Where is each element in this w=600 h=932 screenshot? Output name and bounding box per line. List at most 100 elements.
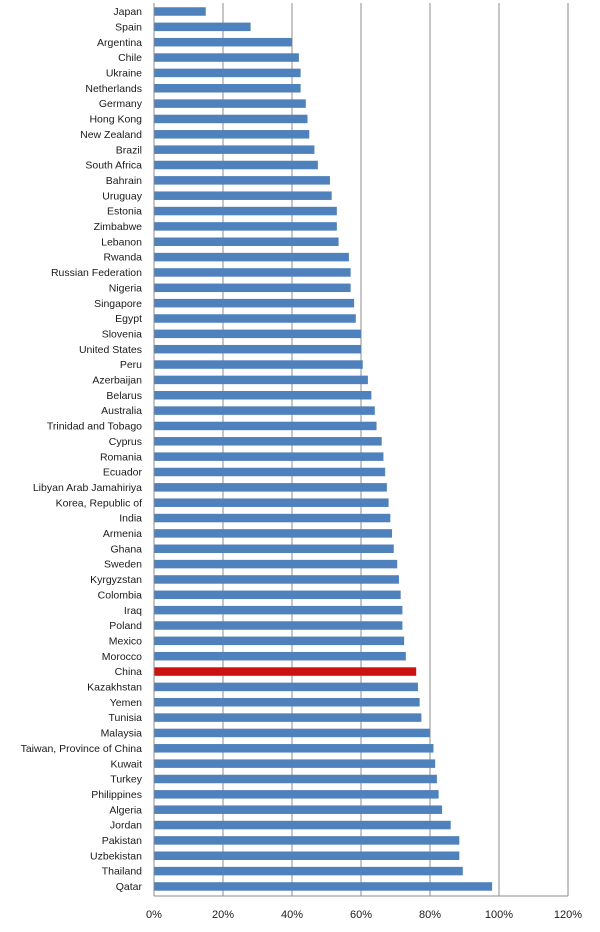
category-label: Ecuador: [103, 467, 143, 479]
bar: [154, 682, 418, 692]
x-tick-label: 100%: [485, 909, 513, 921]
category-label: Nigeria: [109, 282, 142, 294]
bar: [154, 559, 398, 569]
category-label: China: [115, 666, 143, 678]
bar: [154, 298, 355, 308]
bar: [154, 605, 403, 615]
bar-highlight: [154, 667, 417, 676]
category-label: Chile: [118, 52, 142, 64]
bar: [154, 252, 349, 262]
category-label: United States: [79, 344, 142, 356]
category-label: Belarus: [106, 390, 142, 402]
bar: [154, 744, 434, 753]
x-tick-label: 0%: [146, 909, 162, 921]
bar: [154, 314, 356, 323]
bar: [154, 651, 406, 661]
category-label: India: [119, 513, 142, 525]
category-label: Mexico: [109, 635, 142, 647]
category-label: Bahrain: [106, 175, 142, 187]
bar: [154, 283, 351, 293]
category-label: Iraq: [124, 605, 142, 617]
bar: [154, 698, 420, 707]
bar: [154, 805, 443, 814]
category-label: Yemen: [110, 697, 142, 709]
bar: [154, 22, 251, 32]
category-label: Russian Federation: [51, 267, 142, 279]
bar: [154, 7, 206, 16]
bar: [154, 636, 405, 646]
bar: [154, 621, 403, 630]
bar: [154, 130, 310, 139]
category-label: New Zealand: [80, 129, 142, 141]
x-axis-tick-labels: 0% 20% 40% 60% 80% 100% 120%: [146, 909, 582, 921]
bar: [154, 421, 377, 431]
bar: [154, 99, 306, 108]
bar: [154, 37, 292, 47]
category-label: South Africa: [85, 160, 142, 172]
category-label: Cyprus: [109, 436, 142, 448]
bar: [154, 728, 430, 738]
category-label: Libyan Arab Jamahiriya: [33, 482, 142, 494]
bar: [154, 467, 386, 477]
bar: [154, 529, 393, 538]
category-label: Pakistan: [102, 835, 142, 847]
category-label: Brazil: [116, 144, 142, 156]
x-tick-label: 20%: [212, 909, 234, 921]
bar: [154, 406, 375, 415]
category-label: Trinidad and Tobago: [47, 421, 142, 433]
bars: [154, 7, 493, 891]
bar: [154, 53, 299, 62]
category-label: Armenia: [103, 528, 142, 540]
x-tick-label: 40%: [281, 909, 303, 921]
category-label: Philippines: [91, 789, 142, 801]
category-label: Argentina: [97, 37, 142, 49]
category-label: Hong Kong: [89, 114, 142, 126]
category-label: Ukraine: [106, 68, 142, 80]
category-label: Germany: [99, 98, 143, 110]
bar: [154, 544, 394, 553]
category-label: Sweden: [104, 559, 142, 571]
category-label: Egypt: [115, 313, 142, 325]
category-label: Qatar: [116, 881, 143, 893]
category-label: Romania: [100, 451, 142, 463]
category-label: Azerbaijan: [92, 375, 142, 387]
category-label: Malaysia: [101, 728, 143, 740]
category-label: Thailand: [102, 866, 142, 878]
bar: [154, 360, 363, 369]
x-tick-label: 60%: [350, 909, 372, 921]
category-label: Jordan: [110, 820, 142, 832]
bar: [154, 84, 301, 93]
bar: [154, 866, 463, 876]
category-label: Rwanda: [103, 252, 142, 264]
bar: [154, 375, 368, 385]
category-label: Estonia: [107, 206, 142, 218]
bar: [154, 513, 391, 523]
category-label: Morocco: [102, 651, 142, 663]
bar: [154, 206, 337, 216]
category-label: Netherlands: [85, 83, 142, 95]
bar: [154, 237, 339, 246]
category-label: Zimbabwe: [94, 221, 143, 233]
category-label: Taiwan, Province of China: [21, 743, 143, 755]
category-label: Turkey: [110, 774, 142, 786]
bar: [154, 590, 401, 600]
category-label: Algeria: [109, 804, 142, 816]
category-label: Kazakhstan: [87, 682, 142, 694]
category-labels: Japan Spain Argentina Chile Ukraine Netherlan…: [21, 6, 143, 893]
bar: [154, 391, 372, 400]
bar: [154, 114, 308, 124]
bar: [154, 790, 439, 799]
bar: [154, 68, 301, 78]
bar: [154, 882, 493, 891]
bar: [154, 820, 451, 830]
category-label: Japan: [113, 6, 142, 18]
x-tick-label: 80%: [419, 909, 441, 921]
bar: [154, 176, 330, 185]
category-label: Lebanon: [101, 236, 142, 248]
category-label: Korea, Republic of: [56, 497, 142, 509]
bar: [154, 191, 332, 200]
category-label: Kyrgyzstan: [90, 574, 142, 586]
bar: [154, 344, 361, 354]
category-label: Colombia: [98, 589, 143, 601]
